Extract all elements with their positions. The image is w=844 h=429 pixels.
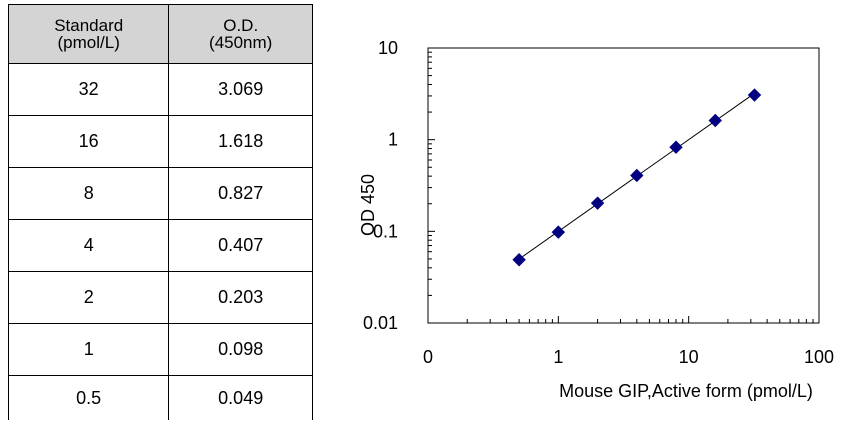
y-tick-label: 1 xyxy=(388,130,398,150)
data-point xyxy=(747,88,762,102)
x-tick-label: 0 xyxy=(423,347,433,367)
od-cell: 0.827 xyxy=(168,167,313,220)
standard-cell: 1 xyxy=(7,323,170,376)
plot-area xyxy=(427,47,820,324)
y-tick-label: 0.01 xyxy=(363,313,398,333)
plot-border xyxy=(427,47,820,324)
standard-curve-chart: 0 1 10 100 10 1 0.1 0.01 Mouse GIP,Active form… xyxy=(358,38,834,401)
header-standard-line1: Standard xyxy=(54,16,124,35)
y-axis: 10 1 0.1 0.01 xyxy=(363,38,435,333)
header-standard: Standard (pmol/L) xyxy=(7,4,170,64)
od-cell: 1.618 xyxy=(168,115,313,168)
standard-cell: 0.5 xyxy=(7,375,170,420)
standard-cell: 2 xyxy=(7,271,170,324)
od-cell: 3.069 xyxy=(168,63,313,116)
y-tick-label: 0.1 xyxy=(373,221,398,241)
od-cell: 0.203 xyxy=(168,271,313,324)
od-cell: 0.098 xyxy=(168,323,313,376)
data-point xyxy=(590,196,605,210)
standard-cell: 16 xyxy=(7,115,170,168)
y-axis-title: OD 450 xyxy=(358,174,378,236)
header-od: O.D. (450nm) xyxy=(168,4,313,64)
data-point xyxy=(512,253,526,267)
data-point xyxy=(708,113,722,128)
x-tick-label: 100 xyxy=(804,347,834,367)
data-points xyxy=(512,88,762,267)
header-standard-line2: (pmol/L) xyxy=(57,33,120,52)
standard-table: Standard (pmol/L) O.D. (450nm) 32 3.069 … xyxy=(7,4,313,420)
header-od-line1: O.D. xyxy=(223,16,259,35)
table-row: 1 0.098 xyxy=(7,323,313,376)
table-header-row: Standard (pmol/L) O.D. (450nm) xyxy=(7,4,313,64)
x-tick-label: 10 xyxy=(679,347,699,367)
od-cell: 0.049 xyxy=(168,375,313,420)
table-row: 0.5 0.049 xyxy=(7,375,313,420)
standard-cell: 4 xyxy=(7,219,170,272)
data-point xyxy=(669,140,683,154)
od-cell: 0.407 xyxy=(168,219,313,272)
y-tick-label: 10 xyxy=(378,38,398,58)
data-point xyxy=(630,168,644,183)
x-axis-title: Mouse GIP,Active form (pmol/L) xyxy=(559,381,813,401)
data-point xyxy=(551,225,566,239)
header-od-line2: (450nm) xyxy=(209,33,273,52)
table-row: 8 0.827 xyxy=(7,167,313,220)
x-tick-label: 1 xyxy=(553,347,563,367)
standard-cell: 8 xyxy=(7,167,170,220)
table-row: 4 0.407 xyxy=(7,219,313,272)
standard-cell: 32 xyxy=(7,63,170,116)
x-axis: 0 1 10 100 xyxy=(423,316,834,367)
table-row: 16 1.618 xyxy=(7,115,313,168)
table-row: 32 3.069 xyxy=(7,63,313,116)
table-row: 2 0.203 xyxy=(7,271,313,324)
